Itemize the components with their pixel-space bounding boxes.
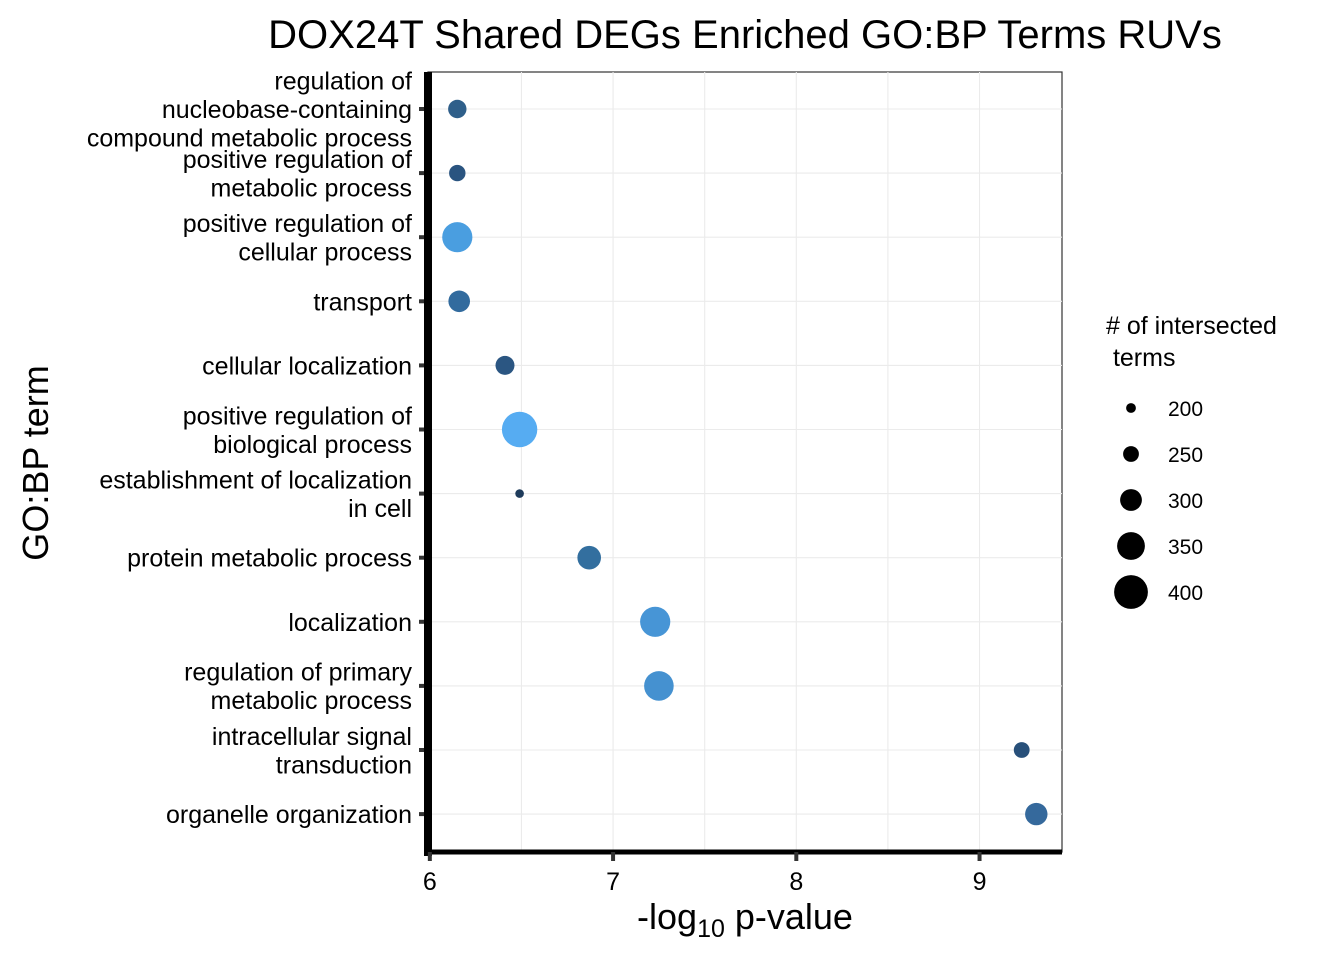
y-tick-label: organelle organization: [166, 801, 412, 829]
data-point: [640, 606, 671, 637]
data-point: [515, 489, 524, 498]
data-point: [577, 545, 601, 570]
y-tick-label: localization: [288, 609, 412, 637]
legend-title: # of intersected terms: [1106, 312, 1277, 372]
data-point: [448, 290, 471, 313]
points: [442, 99, 1048, 826]
y-tick-label-line: metabolic process: [211, 687, 412, 715]
y-tick-label-line: positive regulation of: [183, 210, 412, 238]
chart-title: DOX24T Shared DEGs Enriched GO:BP Terms …: [268, 13, 1222, 57]
y-tick-label-line: transduction: [276, 751, 412, 779]
y-tick-label-line: establishment of localization: [99, 466, 412, 494]
data-point: [1025, 802, 1048, 826]
legend-label: 350: [1168, 536, 1203, 559]
legend-label: 250: [1168, 444, 1203, 467]
y-axis-title: GO:BP term: [15, 365, 56, 560]
y-tick-label-line: nucleobase-containing: [162, 96, 412, 124]
legend-label: 400: [1168, 582, 1203, 605]
y-tick-label: establishment of localization in cell: [99, 466, 412, 523]
legend-label: 300: [1168, 490, 1203, 513]
x-tick-labels: 6 7 8 9: [423, 868, 987, 896]
y-tick-label-line: positive regulation of: [183, 146, 412, 174]
y-tick-label: cellular localization: [202, 352, 412, 380]
axes: [419, 72, 1062, 861]
y-tick-label: transport: [313, 288, 412, 316]
y-tick-label: intracellular signal transduction: [212, 723, 412, 780]
y-tick-label-line: regulation of: [274, 68, 412, 96]
x-axis-title-suffix: p-value: [725, 896, 853, 937]
y-tick-label-line: localization: [288, 609, 412, 637]
plot-panel: [427, 71, 1063, 853]
legend-title-line: terms: [1106, 344, 1175, 372]
data-point: [501, 411, 538, 448]
y-tick-label-line: in cell: [348, 495, 412, 523]
legend-key: [1126, 403, 1136, 413]
data-point: [644, 671, 674, 701]
y-tick-label-line: metabolic process: [211, 174, 412, 202]
y-tick-label-line: biological process: [213, 431, 412, 459]
y-tick-label-line: regulation of primary: [184, 659, 412, 687]
legend-key: [1117, 532, 1145, 560]
x-tick-label: 6: [423, 868, 437, 896]
y-tick-label-line: cellular process: [238, 238, 412, 266]
legend-key: [1114, 575, 1148, 609]
legend-label: 200: [1168, 398, 1203, 421]
y-tick-label: protein metabolic process: [127, 545, 412, 573]
data-point: [1013, 742, 1030, 758]
data-point: [449, 164, 466, 182]
y-tick-label: positive regulation of cellular process: [183, 210, 412, 267]
y-tick-label-line: positive regulation of: [183, 402, 412, 430]
legend-key: [1120, 489, 1142, 511]
data-point: [495, 355, 515, 375]
x-tick-label: 8: [789, 868, 803, 896]
x-axis-title-subscript: 10: [697, 915, 725, 943]
x-axis-title: -log10 p-value: [637, 896, 853, 943]
legend-title-line: # of intersected: [1106, 312, 1277, 340]
data-point: [442, 222, 473, 253]
size-legend: # of intersected terms 200 250 300 350 400: [1106, 312, 1277, 609]
legend-key: [1123, 446, 1139, 462]
data-point: [448, 99, 467, 119]
y-tick-label-line: transport: [313, 288, 412, 316]
grid: [427, 71, 1063, 853]
y-tick-label: regulation of nucleobase-containing compou…: [87, 68, 412, 153]
y-tick-label: positive regulation of biological process: [183, 402, 412, 459]
y-tick-label: positive regulation of metabolic process: [183, 146, 412, 203]
y-tick-label: regulation of primary metabolic process: [184, 659, 412, 716]
y-tick-label-line: organelle organization: [166, 801, 412, 829]
x-tick-label: 7: [606, 868, 620, 896]
y-tick-labels: regulation of nucleobase-containing compou…: [87, 68, 413, 830]
y-tick-label-line: cellular localization: [202, 352, 412, 380]
x-tick-label: 9: [973, 868, 987, 896]
y-tick-label-line: intracellular signal: [212, 723, 412, 751]
x-axis-title-prefix: -log: [637, 896, 697, 937]
y-tick-label-line: protein metabolic process: [127, 545, 412, 573]
y-tick-label-line: compound metabolic process: [87, 125, 412, 153]
